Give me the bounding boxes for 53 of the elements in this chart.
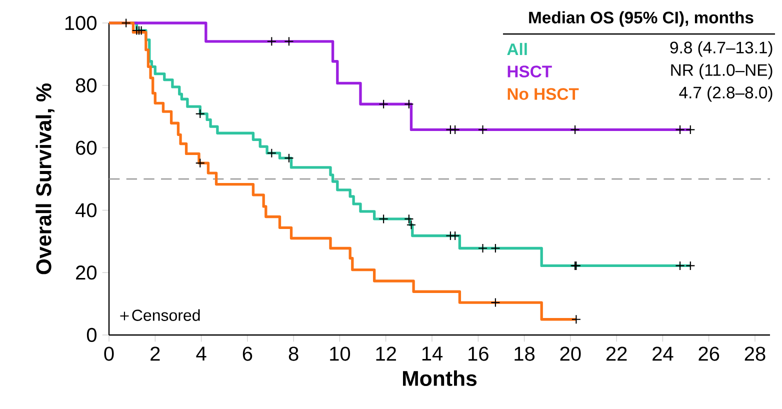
point xyxy=(284,36,294,46)
y-axis-title: Overall Survival, % xyxy=(36,84,54,274)
y-tick-label: 100 xyxy=(65,16,96,30)
point xyxy=(490,243,500,254)
annotation: Median OS (95% CI), months xyxy=(529,11,754,27)
x-tick-label: 6 xyxy=(242,346,252,361)
x-tick-label: 18 xyxy=(514,346,535,361)
annotation: 4.7 (2.8–8.0) xyxy=(679,86,772,102)
y-tick-label: 60 xyxy=(76,140,96,155)
point xyxy=(195,108,205,119)
legend-label: Censored xyxy=(132,309,200,321)
point xyxy=(675,260,685,271)
annotation: 9.8 (4.7–13.1) xyxy=(670,41,772,57)
x-tick-label: 10 xyxy=(330,346,350,361)
y-tick-label: 80 xyxy=(76,78,96,92)
point xyxy=(378,99,388,109)
point xyxy=(450,230,460,241)
point xyxy=(450,124,460,134)
point xyxy=(284,153,294,163)
point xyxy=(478,124,488,134)
point xyxy=(378,214,388,224)
point xyxy=(686,124,696,134)
point xyxy=(490,298,500,308)
point xyxy=(570,124,580,134)
y-tick-label: 0 xyxy=(86,328,96,342)
point xyxy=(478,243,488,254)
point xyxy=(266,148,276,158)
x-tick-label: 28 xyxy=(744,346,766,361)
annotation: NR (11.0–NE) xyxy=(671,64,772,80)
point xyxy=(195,158,205,168)
x-axis-title: Months xyxy=(403,370,477,386)
x-tick-label: 26 xyxy=(698,346,720,361)
text: All xyxy=(507,42,527,56)
x-tick-label: 22 xyxy=(606,346,627,361)
x-tick-label: 0 xyxy=(104,346,114,361)
text: HSCT xyxy=(508,66,552,78)
x-tick-label: 8 xyxy=(288,346,298,361)
point xyxy=(121,18,131,28)
text: No HSCT xyxy=(508,88,579,100)
x-tick-label: 12 xyxy=(376,346,396,361)
x-tick-label: 24 xyxy=(652,346,674,361)
x-tick-label: 20 xyxy=(560,346,581,361)
point xyxy=(266,36,276,46)
point xyxy=(675,124,685,134)
point xyxy=(686,260,696,271)
x-tick-label: 2 xyxy=(150,346,160,361)
x-tick-label: 16 xyxy=(468,346,488,361)
x-tick-label: 14 xyxy=(422,346,443,360)
y-tick-label: 40 xyxy=(76,203,96,218)
x-tick-label: 4 xyxy=(196,346,206,360)
point xyxy=(404,99,414,109)
y-tick-label: 20 xyxy=(76,266,96,280)
point xyxy=(571,314,581,324)
